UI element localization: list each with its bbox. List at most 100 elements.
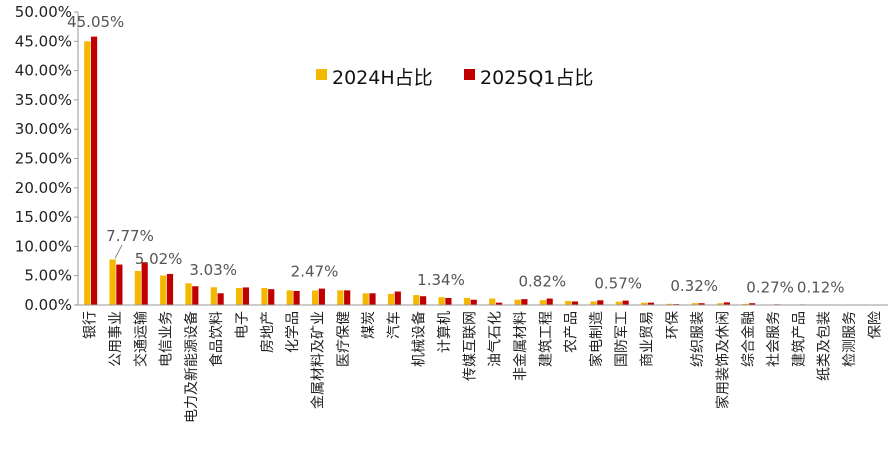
x-tick-label: 纺织服装 — [690, 311, 706, 367]
x-tick-label: 公用事业 — [108, 311, 124, 367]
bar-2024h — [261, 288, 268, 305]
y-tick-label: 0.00% — [24, 296, 72, 314]
y-tick-label: 35.00% — [15, 91, 72, 109]
x-tick-label: 油气石化 — [488, 311, 504, 367]
x-tick-label: 国防军工 — [614, 311, 630, 367]
data-label: 0.12% — [797, 279, 845, 297]
legend-label: 2024H占比 — [332, 67, 433, 89]
bar-2025q1 — [116, 264, 123, 305]
bar-2025q1 — [192, 286, 199, 305]
annotations: 45.05% 7.77% 5.02% 3.03% 2.47% 1.34% 0.82% 0.57… — [67, 13, 844, 297]
y-tick-label: 45.00% — [15, 32, 72, 50]
bar-2024h — [438, 297, 445, 305]
y-axis: 0.00% 5.00% 10.00% 15.00% 20.00% 25.00% 30.00%… — [15, 3, 79, 314]
x-tick-label: 煤炭 — [361, 311, 377, 339]
x-tick-label: 检测服务 — [842, 311, 858, 367]
bar-2024h — [691, 303, 698, 305]
legend-swatch — [316, 69, 327, 80]
x-tick-label: 交通运输 — [132, 311, 149, 367]
bar-2025q1 — [723, 302, 730, 305]
bar-2024h — [185, 283, 192, 305]
y-tick-label: 30.00% — [15, 120, 72, 138]
x-tick-label: 商业贸易 — [640, 311, 656, 367]
bar-2025q1 — [394, 291, 401, 305]
bar-2024h — [666, 303, 673, 305]
data-label: 2.47% — [291, 263, 339, 281]
x-tick-label: 化学品 — [285, 311, 301, 353]
x-tick-label: 环保 — [665, 311, 681, 339]
bar-2024h — [565, 300, 572, 305]
bar-2025q1 — [344, 290, 351, 305]
bar-2024h — [286, 290, 293, 305]
bar-2025q1 — [546, 298, 553, 305]
x-tick-label: 房地产 — [260, 311, 276, 353]
bar-2024h — [641, 302, 648, 305]
bar-2024h — [109, 259, 116, 305]
x-axis: 银行 公用事业 交通运输 电信业务 电力及新能源设备 食品饮料 电子 房地产 化学品 金属材料及矿… — [78, 304, 888, 423]
bar-2024h — [84, 41, 91, 306]
bar-2025q1 — [293, 290, 300, 305]
y-tick-label: 10.00% — [15, 237, 72, 255]
bar-2024h — [311, 290, 319, 305]
bar-2025q1 — [647, 302, 655, 305]
bar-2025q1 — [217, 293, 224, 305]
bar-2024h — [134, 271, 141, 305]
bar-2024h — [413, 295, 420, 305]
x-tick-label: 电子 — [235, 311, 251, 339]
x-tick-label: 电力及新能源设备 — [183, 311, 200, 423]
data-label: 0.27% — [746, 278, 794, 296]
x-tick-label: 非金属材料 — [513, 311, 529, 381]
bar-2024h — [590, 301, 597, 305]
bar-2025q1 — [141, 262, 148, 305]
bar-2025q1 — [470, 299, 477, 305]
data-label: 3.03% — [189, 261, 237, 279]
legend: 2024H占比 2025Q1占比 — [316, 67, 593, 89]
x-tick-label: 食品饮料 — [208, 311, 225, 367]
y-tick-label: 20.00% — [15, 179, 72, 197]
annotation-leader-line — [114, 244, 123, 259]
bar-2025q1 — [268, 289, 275, 305]
bar-2024h — [514, 299, 521, 305]
y-tick-label: 25.00% — [15, 150, 72, 168]
bar-2025q1 — [749, 303, 756, 305]
x-tick-label: 建筑工程 — [538, 311, 554, 367]
data-label: 1.34% — [417, 271, 465, 289]
legend-swatch — [464, 69, 475, 80]
bar-2024h — [362, 293, 369, 305]
y-tick-label: 40.00% — [15, 62, 72, 80]
x-tick-label: 计算机 — [437, 311, 453, 353]
x-tick-label: 电信业务 — [159, 311, 175, 367]
bar-2024h — [539, 300, 546, 305]
bar-2024h — [160, 275, 167, 305]
x-tick-label: 银行 — [83, 311, 99, 339]
x-tick-label: 纸类及包装 — [817, 311, 833, 381]
bar-2024h — [210, 287, 217, 305]
data-label: 45.05% — [67, 13, 124, 31]
data-label: 0.82% — [518, 273, 566, 291]
x-tick-label: 综合金融 — [741, 311, 757, 367]
x-tick-label: 建筑产品 — [791, 311, 807, 367]
bar-2025q1 — [445, 297, 452, 305]
y-tick-label: 50.00% — [15, 3, 72, 21]
x-tick-label: 汽车 — [385, 311, 402, 339]
y-tick-label: 5.00% — [24, 267, 72, 285]
bar-2024h — [742, 303, 749, 305]
bar-2025q1 — [495, 302, 503, 305]
x-tick-label: 社会服务 — [766, 311, 782, 367]
bar-2024h — [337, 290, 344, 305]
y-tick-label: 15.00% — [15, 208, 72, 226]
bar-2025q1 — [571, 301, 579, 305]
x-tick-label: 保险 — [867, 311, 883, 339]
bar-2025q1 — [166, 273, 174, 305]
bar-2025q1 — [90, 36, 98, 306]
bar-2024h — [716, 303, 724, 305]
x-tick-label: 家电制造 — [588, 311, 605, 367]
bar-2025q1 — [420, 296, 427, 305]
bar-2025q1 — [242, 287, 250, 305]
x-tick-label: 传媒互联网 — [462, 311, 478, 381]
bar-2025q1 — [369, 293, 376, 305]
bar-2024h — [615, 301, 622, 305]
x-tick-label: 医疗保健 — [336, 311, 352, 367]
